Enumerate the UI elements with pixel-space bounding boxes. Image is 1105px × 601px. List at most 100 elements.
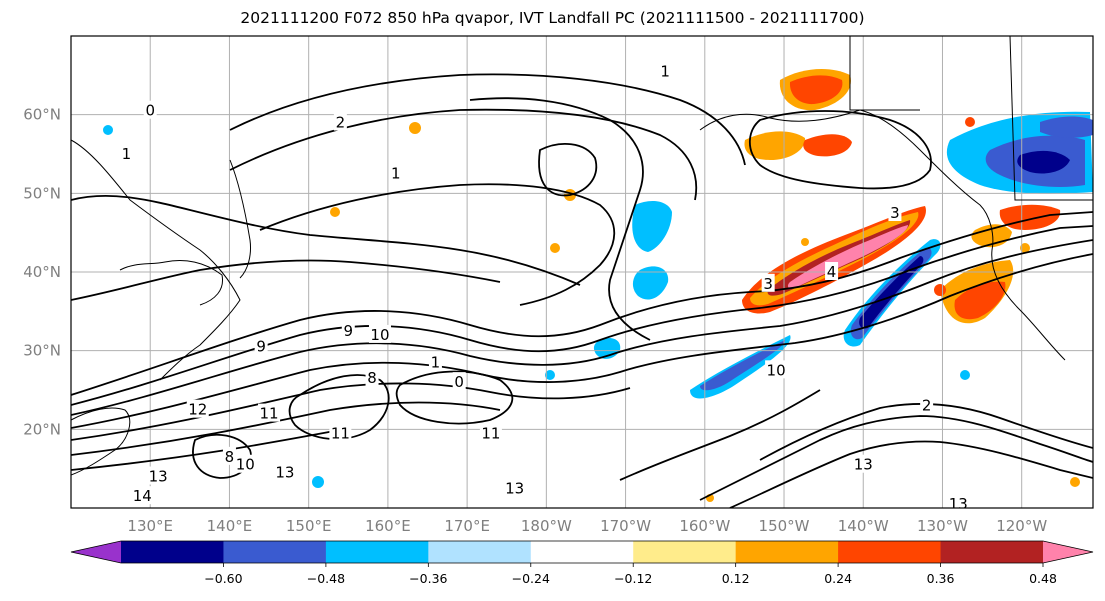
contour-label: 1 bbox=[391, 165, 401, 183]
contour-label: 2 bbox=[922, 397, 932, 415]
contour-label: 3 bbox=[763, 275, 773, 293]
colorbar-tick-label: −0.60 bbox=[204, 571, 242, 586]
colorbar-tick-label: −0.24 bbox=[512, 571, 550, 586]
colorbar-bin bbox=[428, 541, 532, 563]
lon-tick-label: 120°W bbox=[996, 517, 1047, 535]
lon-tick-label: 150°E bbox=[286, 517, 332, 535]
colorbar-bin bbox=[633, 541, 737, 563]
contour-label: 11 bbox=[481, 424, 500, 442]
contour-label-bg bbox=[131, 486, 154, 505]
contour-label: 0 bbox=[145, 102, 155, 120]
contour-label: 13 bbox=[505, 479, 524, 497]
contour-label: 4 bbox=[827, 263, 837, 281]
colorbar-bin bbox=[223, 541, 327, 563]
contour-label: 10 bbox=[370, 326, 389, 344]
contour-label-bg bbox=[368, 324, 391, 343]
contour-label-bg bbox=[920, 395, 934, 414]
shaded-regions bbox=[103, 68, 1093, 502]
contour-label: 1 bbox=[660, 62, 670, 80]
contour-label-bg bbox=[143, 100, 157, 119]
colorbar-tick-label: 0.36 bbox=[927, 571, 955, 586]
colorbar-tick-label: 0.48 bbox=[1029, 571, 1057, 586]
contour-label-bg bbox=[222, 446, 236, 465]
contour-label: 12 bbox=[188, 401, 207, 419]
contour-label-bg bbox=[852, 454, 875, 473]
contour-label-bg bbox=[341, 321, 355, 339]
lat-tick-label: 60°N bbox=[23, 106, 61, 124]
colorbar-tick-label: −0.12 bbox=[614, 571, 652, 586]
contour-label-bg bbox=[147, 466, 170, 485]
ivt-contours bbox=[71, 73, 1093, 508]
contour-label: 8 bbox=[225, 448, 235, 466]
contour-label: 9 bbox=[344, 322, 354, 340]
lat-tick-label: 20°N bbox=[23, 420, 61, 438]
contour-label: 10 bbox=[236, 456, 255, 474]
contour-label: 13 bbox=[854, 456, 873, 474]
contour-label: 13 bbox=[149, 468, 168, 486]
contour-label: 11 bbox=[331, 424, 350, 442]
contour-label: 1 bbox=[431, 353, 441, 371]
colorbar-tick-label: 0.12 bbox=[722, 571, 750, 586]
contour-label-bg bbox=[452, 372, 466, 391]
map-frame bbox=[70, 35, 1094, 509]
longitude-labels: 130°E 140°E 150°E 160°E 170°E 180°W 170°W 160°W… bbox=[127, 517, 1047, 535]
contour-label-bg bbox=[186, 399, 209, 418]
contour-label-bg bbox=[888, 203, 902, 221]
lon-tick-label: 170°W bbox=[600, 517, 651, 535]
lon-tick-label: 170°E bbox=[444, 517, 490, 535]
lon-tick-label: 160°E bbox=[365, 517, 411, 535]
contour-label-bg bbox=[119, 144, 133, 162]
contour-label-bg bbox=[234, 454, 257, 473]
lon-tick-label: 130°E bbox=[127, 517, 173, 535]
lon-tick-label: 140°E bbox=[207, 517, 253, 535]
colorbar-bin bbox=[940, 541, 1044, 563]
colorbar-bin bbox=[838, 541, 942, 563]
contour-label-bg bbox=[329, 423, 352, 442]
contour-label: 11 bbox=[260, 405, 279, 423]
contour-label-bg bbox=[254, 336, 268, 355]
contour-label-bg bbox=[428, 352, 442, 371]
contour-label-bg bbox=[761, 273, 775, 292]
colorbar-bin bbox=[530, 541, 634, 563]
lon-tick-label: 150°W bbox=[759, 517, 810, 535]
lon-tick-label: 140°W bbox=[838, 517, 889, 535]
lon-tick-label: 130°W bbox=[917, 517, 968, 535]
colorbar-bin bbox=[735, 541, 839, 563]
lat-tick-label: 40°N bbox=[23, 263, 61, 281]
contour-label: 13 bbox=[275, 464, 294, 482]
contour-label-bg bbox=[947, 494, 970, 508]
contour-label-bg bbox=[258, 403, 281, 422]
contour-label: 3 bbox=[890, 204, 900, 222]
lat-tick-label: 50°N bbox=[23, 184, 61, 202]
colorbar: −0.60 −0.48 −0.36 −0.24 −0.12 0.12 0.24 0.36 0.4… bbox=[70, 540, 1094, 586]
contour-label-bg bbox=[365, 368, 379, 387]
contour-label: 8 bbox=[367, 369, 377, 387]
contour-label-bg bbox=[825, 262, 839, 280]
contour-label-bg bbox=[273, 462, 296, 481]
contour-label-bg bbox=[765, 360, 788, 379]
colorbar-tick-label: 0.24 bbox=[824, 571, 852, 586]
contour-label-bg bbox=[658, 61, 672, 80]
contour-label: 14 bbox=[133, 487, 152, 505]
colorbar-bin bbox=[325, 541, 429, 563]
contour-label: 1 bbox=[122, 145, 132, 163]
gridlines bbox=[71, 36, 1093, 508]
map-title: 2021111200 F072 850 hPa qvapor, IVT Land… bbox=[240, 9, 865, 27]
colorbar-low-extend bbox=[71, 541, 121, 563]
contour-label: 0 bbox=[454, 373, 464, 391]
colorbar-bin bbox=[121, 541, 224, 563]
colorbar-outline bbox=[70, 540, 1094, 564]
contour-label-bg bbox=[389, 163, 403, 182]
lon-tick-label: 180°W bbox=[521, 517, 572, 535]
contour-label-bg bbox=[333, 112, 347, 131]
lat-tick-label: 30°N bbox=[23, 342, 61, 360]
coastlines bbox=[71, 36, 1093, 476]
contour-label-bg bbox=[503, 478, 526, 497]
lon-tick-label: 160°W bbox=[679, 517, 730, 535]
colorbar-tick-label: −0.36 bbox=[409, 571, 447, 586]
max-anomaly-core bbox=[787, 225, 908, 289]
latitude-labels: 60°N 50°N 40°N 30°N 20°N bbox=[23, 106, 61, 439]
